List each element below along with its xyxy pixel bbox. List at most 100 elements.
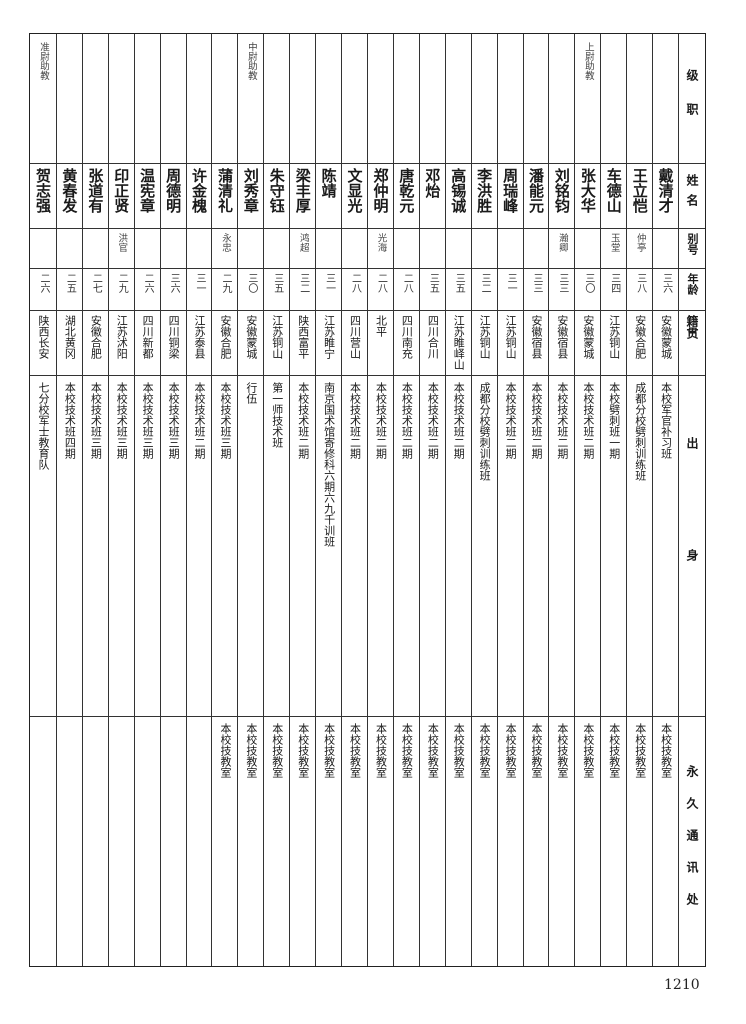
grade-cell bbox=[212, 34, 238, 164]
grade-cell bbox=[393, 34, 419, 164]
origin-text: 本校技术班二期 bbox=[374, 382, 388, 459]
grade-cell bbox=[82, 34, 108, 164]
name-cell: 文显光 bbox=[342, 164, 368, 229]
alias-cell: 仲亭 bbox=[627, 229, 653, 269]
native-text: 四川南充 bbox=[400, 315, 414, 359]
name-text: 朱守钰 bbox=[267, 168, 286, 213]
origin-cell: 行伍 bbox=[238, 376, 264, 717]
name-text: 潘能元 bbox=[527, 168, 545, 213]
address-text: 本校技教室 bbox=[530, 723, 543, 778]
grade-cell bbox=[497, 34, 523, 164]
age-text: 三五 bbox=[453, 273, 465, 293]
address-cell: 本校技教室 bbox=[601, 717, 626, 966]
name-cell: 刘铭钧 bbox=[549, 164, 575, 229]
alias-cell bbox=[393, 229, 419, 269]
grade-cell bbox=[316, 34, 342, 164]
name-text: 车德山 bbox=[604, 168, 623, 213]
address-text: 本校技教室 bbox=[374, 723, 388, 778]
alias-cell bbox=[160, 229, 186, 269]
native-text: 江苏铜山 bbox=[478, 315, 492, 359]
header-address-label: 永久通讯处 bbox=[685, 764, 700, 925]
person-column: 温宪章 二六 四川新都 本校技术班三期 bbox=[133, 34, 160, 966]
grade-cell bbox=[160, 34, 186, 164]
origin-cell: 成都分校劈刺训练班 bbox=[471, 376, 497, 717]
address-text: 本校技教室 bbox=[426, 723, 440, 778]
grade-cell bbox=[419, 34, 445, 164]
grade-cell bbox=[523, 34, 549, 164]
person-column: 张道有 二七 安徽合肥 本校技术班三期 bbox=[81, 34, 108, 966]
native-text: 安徽合肥 bbox=[218, 315, 232, 359]
address-text: 本校技教室 bbox=[581, 723, 595, 778]
person-column: 文显光 二八 四川营山 本校技术班二期 本校技教室 bbox=[341, 34, 368, 966]
grade-text: 准尉助教 bbox=[37, 42, 49, 80]
person-column: 陈靖 三一 江苏睢宁 南京国术馆寄修科六期六九千训班 本校技教室 bbox=[315, 34, 342, 966]
address-cell bbox=[109, 717, 134, 966]
age-text: 二九 bbox=[116, 273, 128, 293]
origin-cell: 本校技术班二期 bbox=[523, 376, 549, 717]
person-column: 刘铭钧 瀚卿 三三 安徽宿县 本校技术班二期 本校技教室 bbox=[548, 34, 575, 966]
native-cell: 安徽蒙城 bbox=[575, 311, 601, 376]
name-text: 高锡诚 bbox=[449, 168, 468, 213]
name-text: 张大华 bbox=[578, 168, 597, 213]
grade-cell bbox=[290, 34, 316, 164]
age-cell: 三〇 bbox=[238, 269, 264, 311]
header-origin-label: 出身 bbox=[685, 437, 700, 661]
age-cell: 三二 bbox=[471, 269, 497, 311]
address-cell: 本校技教室 bbox=[368, 717, 393, 966]
age-text: 三八 bbox=[634, 273, 646, 293]
address-text: 本校技教室 bbox=[452, 723, 466, 778]
age-cell: 三三 bbox=[549, 269, 575, 311]
grade-cell bbox=[627, 34, 653, 164]
name-cell: 陈靖 bbox=[316, 164, 342, 229]
origin-text: 南京国术馆寄修科六期六九千训班 bbox=[322, 382, 336, 547]
address-text: 本校技教室 bbox=[400, 723, 414, 778]
header-alias: 别号 bbox=[679, 229, 705, 269]
address-text: 本校技教室 bbox=[478, 723, 492, 778]
person-column: 郑仲明 光海 二八 北平 本校技术班二期 本校技教室 bbox=[367, 34, 393, 966]
grade-cell: 准尉助教 bbox=[30, 34, 56, 164]
origin-text: 本校军官补习班 bbox=[659, 382, 673, 459]
origin-cell: 本校技术班三期 bbox=[108, 376, 134, 717]
person-column: 中尉助教 刘秀章 三〇 安徽蒙城 行伍 本校技教室 bbox=[237, 34, 264, 966]
header-address: 永久通讯处 bbox=[679, 717, 705, 966]
native-cell: 江苏睢峄山 bbox=[445, 311, 471, 376]
origin-text: 本校技术班三期 bbox=[167, 382, 181, 459]
native-text: 北平 bbox=[374, 315, 388, 337]
origin-text: 本校技术班二期 bbox=[581, 382, 595, 459]
grade-cell bbox=[445, 34, 471, 164]
person-column: 潘能元 三三 安徽宿县 本校技术班二期 本校技教室 bbox=[522, 34, 549, 966]
origin-cell: 七分校军士教育队 bbox=[30, 376, 56, 717]
alias-text: 仲亭 bbox=[634, 233, 646, 252]
alias-text: 鸿超 bbox=[297, 233, 309, 252]
header-grade: 级职 bbox=[679, 34, 705, 164]
name-text: 梁丰厚 bbox=[293, 168, 312, 213]
name-text: 唐乾元 bbox=[397, 168, 416, 213]
age-cell: 二九 bbox=[108, 269, 134, 311]
header-column: 级职 姓名 别号 年龄 籍贯 出身 永久通讯处 bbox=[678, 34, 705, 966]
native-cell: 安徽蒙城 bbox=[653, 311, 679, 376]
origin-text: 本校技术班二期 bbox=[296, 382, 310, 459]
age-text: 三一 bbox=[194, 273, 206, 293]
grade-cell bbox=[342, 34, 368, 164]
name-text: 蒲清礼 bbox=[215, 168, 234, 213]
name-cell: 许金槐 bbox=[186, 164, 212, 229]
address-text: 本校技教室 bbox=[607, 723, 621, 778]
address-cell: 本校技教室 bbox=[342, 717, 367, 966]
age-text: 三二 bbox=[297, 273, 309, 293]
person-column: 梁丰厚 鸿超 三二 陕西富平 本校技术班二期 本校技教室 bbox=[289, 34, 316, 966]
native-cell: 江苏铜山 bbox=[264, 311, 290, 376]
native-text: 四川合川 bbox=[426, 315, 440, 359]
age-cell: 三一 bbox=[186, 269, 212, 311]
name-text: 陈靖 bbox=[319, 168, 338, 198]
native-text: 陕西长安 bbox=[36, 315, 50, 359]
native-cell: 江苏铜山 bbox=[471, 311, 497, 376]
age-text: 三三 bbox=[531, 273, 542, 293]
address-cell: 本校技教室 bbox=[472, 717, 497, 966]
native-text: 安徽合肥 bbox=[89, 315, 103, 359]
origin-text: 本校技术班二期 bbox=[555, 382, 569, 459]
address-text: 本校技教室 bbox=[504, 723, 518, 778]
origin-cell: 本校技术班三期 bbox=[160, 376, 186, 717]
alias-cell bbox=[471, 229, 497, 269]
age-cell: 二八 bbox=[342, 269, 368, 311]
address-text: 本校技教室 bbox=[296, 723, 310, 778]
